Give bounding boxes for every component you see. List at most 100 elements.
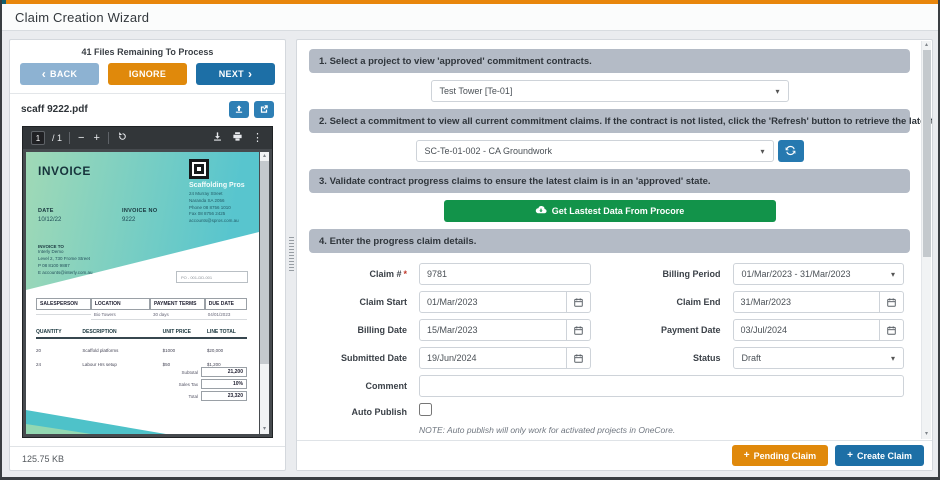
download-icon[interactable] — [211, 131, 224, 145]
commitment-select-value: SC-Te-01-002 - CA Groundwork — [424, 146, 553, 156]
rotate-icon[interactable] — [116, 131, 129, 145]
chevron-right-icon: › — [247, 66, 253, 81]
billing-date-input[interactable] — [419, 319, 567, 341]
claim-number-input[interactable] — [419, 263, 591, 285]
pending-claim-button[interactable]: + Pending Claim — [731, 445, 829, 466]
file-size-footer: 125.75 KB — [10, 446, 285, 470]
pdf-scrollbar[interactable]: ▴ ▾ — [260, 152, 269, 434]
scroll-up-icon[interactable]: ▴ — [262, 153, 266, 159]
page-title: Claim Creation Wizard — [15, 9, 150, 25]
invoice-meta-table: SALESPERSON LOCATION Bio Towers PAYMENT T… — [36, 298, 247, 320]
billing-period-value: 01/Mar/2023 - 31/Mar/2023 — [741, 269, 851, 279]
chevron-down-icon: ▾ — [775, 86, 780, 96]
next-button-label: NEXT — [218, 69, 244, 79]
payment-date-label: Payment Date — [660, 325, 721, 335]
invoice-page: INVOICE Scaffolding Pros 24 Murray Stree… — [26, 152, 259, 434]
open-external-button[interactable] — [254, 101, 274, 118]
column-header: QUANTITY — [36, 329, 83, 339]
scroll-down-icon[interactable]: ▾ — [924, 431, 928, 437]
company-address-line: accounts@spros.com.au — [189, 218, 239, 223]
panel-splitter[interactable] — [286, 39, 296, 471]
page-number-input[interactable]: 1 — [31, 131, 45, 145]
step3-text: state. — [683, 175, 711, 187]
company-address-line: 24 Murray Street — [189, 191, 223, 196]
more-options-icon[interactable]: ⋮ — [252, 131, 263, 144]
company-address: 24 Murray Street Naranda SA 2056 Phone 0… — [189, 191, 259, 225]
step2-header: 2. Select a commitment to view all curre… — [309, 109, 932, 133]
invoice-to-line: P 08 8100 9887 — [38, 262, 70, 268]
upload-file-button[interactable] — [229, 101, 249, 118]
step3-bold-text: 'approved' — [635, 175, 684, 187]
total-label: Total — [188, 393, 198, 399]
cloud-download-icon — [535, 204, 547, 218]
print-icon[interactable] — [231, 131, 244, 145]
create-claim-label: Create Claim — [856, 450, 912, 461]
chevron-down-icon: ▾ — [890, 353, 895, 363]
status-select[interactable]: Draft ▾ — [732, 347, 904, 369]
get-latest-data-button[interactable]: Get Lastest Data From Procore — [443, 200, 776, 222]
line-item-row: 20 Scaffold platforms $1000 $20,000 — [36, 348, 224, 353]
claim-end-label: Claim End — [676, 297, 721, 307]
company-logo — [189, 159, 209, 179]
form-scrollbar[interactable]: ▴ ▾ — [921, 41, 931, 439]
pdf-scrollbar-thumb[interactable] — [260, 161, 269, 365]
submitted-date-input[interactable] — [419, 347, 567, 369]
claim-details-form: Claim #* Billing Period 01/Mar/2023 - 31… — [309, 260, 910, 435]
calendar-icon[interactable] — [566, 319, 591, 341]
claim-end-input[interactable] — [732, 291, 880, 313]
billing-period-select[interactable]: 01/Mar/2023 - 31/Mar/2023 ▾ — [732, 263, 904, 285]
step2-text: Select a commitment to view all current … — [326, 115, 932, 127]
claim-start-input[interactable] — [419, 291, 567, 313]
form-scrollbar-thumb[interactable] — [922, 50, 931, 257]
submitted-date-label: Submitted Date — [340, 353, 407, 363]
tax-value: 10% — [201, 379, 247, 389]
meta-value: 30 days — [149, 310, 205, 320]
claim-form-panel: 1. Select a project to view 'approved' c… — [296, 39, 933, 471]
toolbar-divider — [107, 132, 109, 144]
project-select[interactable]: Test Tower [Te-01] ▾ — [430, 80, 789, 102]
invoice-to-line: E accounts@interly.com.au — [38, 269, 93, 275]
splitter-grip-icon — [288, 237, 294, 273]
step1-text: Select a project to view — [326, 55, 438, 67]
meta-header: PAYMENT TERMS — [149, 298, 205, 310]
billing-date-label: Billing Date — [357, 325, 407, 335]
ignore-button[interactable]: IGNORE — [108, 63, 187, 85]
step3-number: 3. — [319, 175, 327, 187]
file-row: scaff 9222.pdf — [10, 94, 285, 124]
next-button[interactable]: NEXT › — [196, 63, 275, 85]
scroll-up-icon[interactable]: ▴ — [924, 42, 928, 48]
payment-date-input[interactable] — [732, 319, 880, 341]
file-nav-buttons: ‹ BACK IGNORE NEXT › — [10, 63, 285, 94]
auto-publish-checkbox[interactable] — [419, 403, 432, 416]
auto-publish-note: NOTE: Auto publish will only work for ac… — [419, 425, 676, 435]
invoice-no-value: 9222 — [122, 217, 136, 223]
calendar-icon[interactable] — [566, 347, 591, 369]
create-claim-button[interactable]: + Create Claim — [835, 445, 924, 466]
document-panel: 41 Files Remaining To Process ‹ BACK IGN… — [9, 39, 286, 471]
date-value: 10/12/22 — [38, 217, 62, 223]
app-header: Claim Creation Wizard — [2, 4, 938, 31]
calendar-icon[interactable] — [566, 291, 591, 313]
calendar-icon[interactable] — [880, 319, 904, 341]
comment-input[interactable] — [419, 375, 904, 397]
upload-icon — [234, 102, 244, 117]
calendar-icon[interactable] — [880, 291, 904, 313]
refresh-button[interactable] — [777, 140, 804, 162]
top-accent-cap — [2, 0, 6, 4]
zoom-in-button[interactable]: + — [93, 131, 100, 144]
company-name: Scaffolding Pros — [189, 182, 245, 189]
commitment-select[interactable]: SC-Te-01-002 - CA Groundwork ▾ — [415, 140, 774, 162]
required-marker: * — [403, 269, 407, 279]
scroll-down-icon[interactable]: ▾ — [262, 426, 266, 432]
ignore-button-label: IGNORE — [128, 69, 167, 79]
back-button[interactable]: ‹ BACK — [20, 63, 99, 85]
pdf-toolbar: 1 / 1 − + ⋮ — [23, 127, 272, 149]
invoice-totals: Subtotal 21,200 Sales Tax 10% Total 23,320 — [179, 367, 247, 403]
invoice-to-block: INVOICE TO Interly Demo Level 2, 730 Fro… — [38, 244, 93, 277]
zoom-out-button[interactable]: − — [78, 131, 85, 144]
main-area: 41 Files Remaining To Process ‹ BACK IGN… — [2, 31, 938, 477]
meta-value: 04/01/2023 — [204, 310, 247, 320]
company-address-line: Naranda SA 2056 — [189, 197, 225, 203]
po-number-box: PO - 001-DD-001 — [176, 271, 248, 283]
